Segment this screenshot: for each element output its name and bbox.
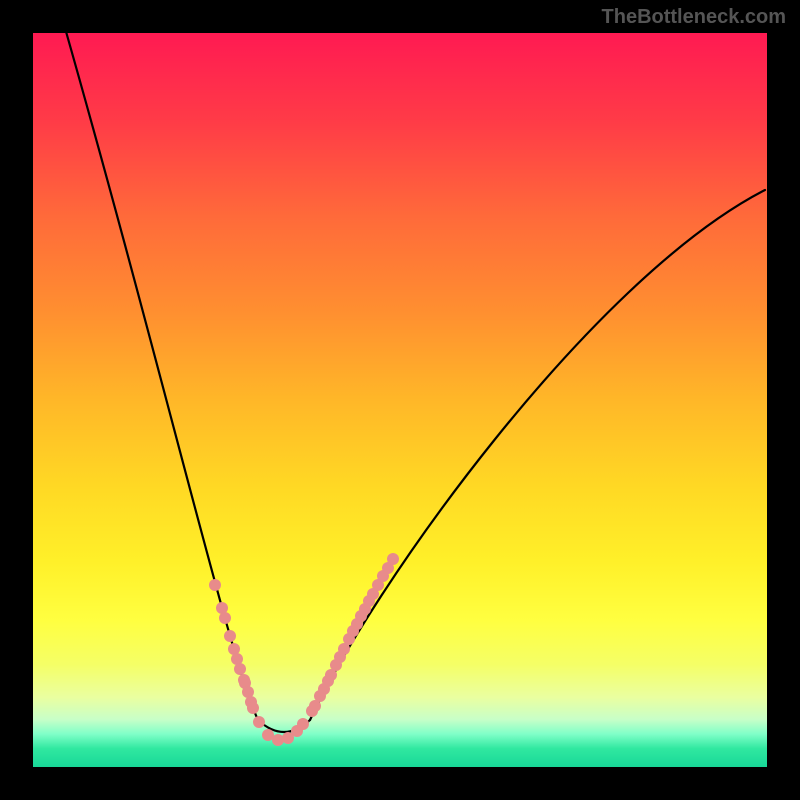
marker-point — [247, 702, 259, 714]
marker-point — [219, 612, 231, 624]
marker-point — [234, 663, 246, 675]
markers-group — [209, 553, 399, 746]
marker-point — [224, 630, 236, 642]
marker-point — [253, 716, 265, 728]
marker-point — [297, 718, 309, 730]
marker-point — [272, 734, 284, 746]
watermark-text: TheBottleneck.com — [602, 6, 786, 29]
marker-point — [209, 579, 221, 591]
chart-svg — [0, 0, 800, 800]
curve-right-arm — [310, 190, 765, 720]
marker-point — [387, 553, 399, 565]
plot-area — [33, 33, 767, 767]
